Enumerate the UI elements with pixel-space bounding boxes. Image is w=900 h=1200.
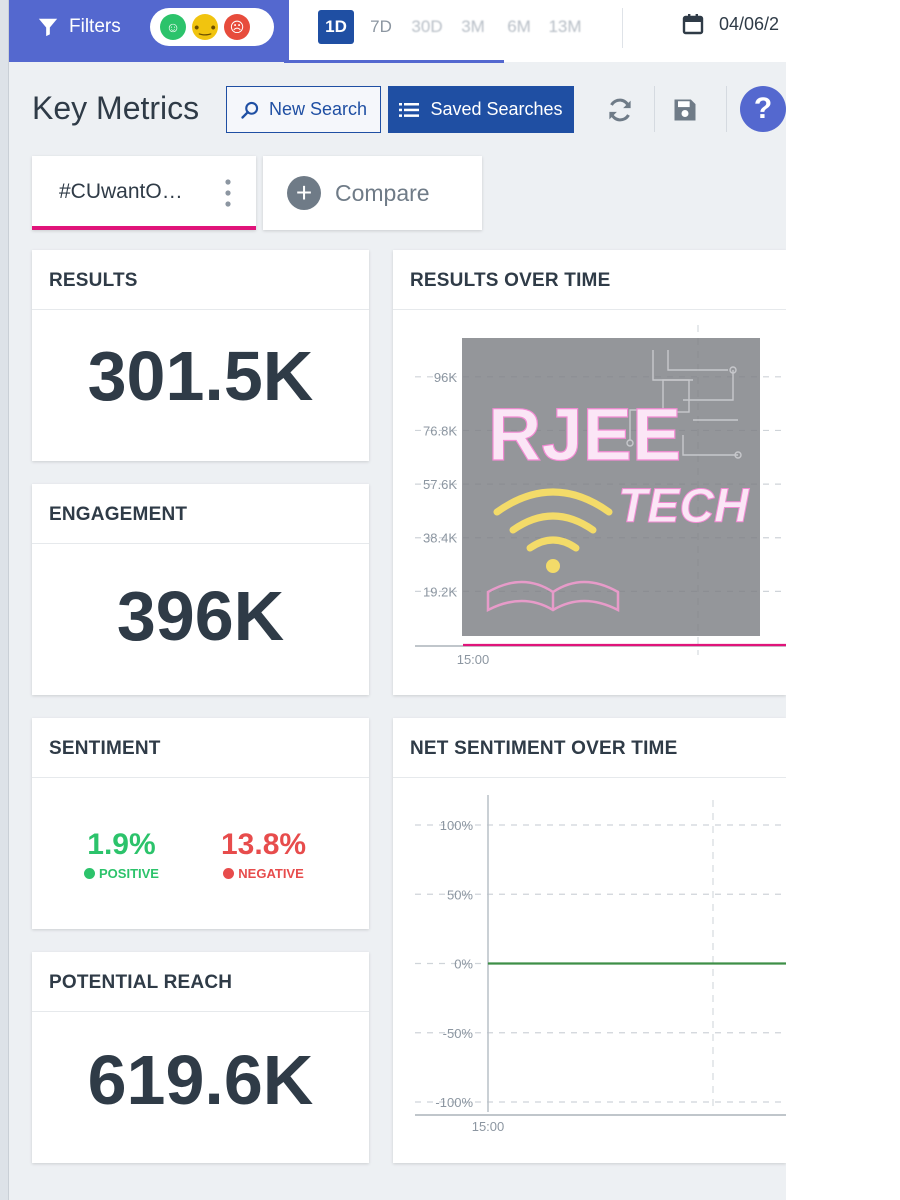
filters-area: Filters ☺ •‿• ☹ (9, 0, 289, 62)
top-bar: Filters ☺ •‿• ☹ 1D 7D 30D 3M 6M 13M (9, 0, 786, 63)
range-tab-13m[interactable]: 13M (548, 17, 582, 36)
help-button[interactable]: ? (740, 86, 786, 132)
positive-value: 1.9% (87, 828, 156, 861)
range-underline (284, 60, 504, 63)
results-over-time-chart: 96K 76.8K 57.6K 38.4K 19.2K 15:00 RJEE TECH (415, 325, 786, 667)
negative-face-icon (223, 868, 235, 879)
query-tab-label: #CUwantO… (59, 180, 183, 203)
y-tick-label: 100% (440, 818, 474, 833)
save-icon (674, 99, 696, 121)
card-title: RESULTS (32, 250, 369, 310)
x-tick-label: 15:00 (457, 652, 490, 667)
compare-button[interactable]: + Compare (263, 156, 482, 230)
negative-face-icon[interactable]: ☹ (224, 14, 250, 40)
range-tab-1d[interactable]: 1D (318, 10, 354, 44)
net-sentiment-over-time-card: NET SENTIMENT OVER TIME 100% 50% 0% -50% -10… (393, 718, 786, 1163)
y-tick-label: 19.2K (423, 584, 457, 599)
watermark-text-line1: RJEE (488, 393, 681, 476)
positive-sentiment: 1.9% POSITIVE (84, 828, 159, 881)
y-tick-label: 50% (447, 887, 473, 902)
page-title: Key Metrics (32, 90, 200, 126)
range-tab-30d[interactable]: 30D (411, 17, 443, 36)
add-circle-icon: + (287, 176, 321, 210)
filters-button[interactable]: Filters (37, 12, 121, 42)
potential-reach-value: 619.6K (87, 1041, 314, 1119)
results-card: RESULTS 301.5K (32, 250, 369, 461)
negative-sentiment: 13.8% NEGATIVE (221, 828, 306, 881)
active-tab-underline (32, 226, 256, 230)
sentiment-filter-pill[interactable]: ☺ •‿• ☹ (150, 8, 274, 46)
negative-value: 13.8% (221, 828, 307, 861)
y-tick-label: 57.6K (423, 477, 457, 492)
range-tab-3m[interactable]: 3M (461, 17, 485, 36)
range-tab-7d[interactable]: 7D (370, 17, 392, 36)
date-text: 04/06/2 (719, 13, 780, 34)
positive-label-row: POSITIVE (84, 866, 159, 881)
left-sidebar-edge (0, 0, 9, 1200)
card-title: RESULTS OVER TIME (393, 250, 786, 310)
question-mark-icon: ? (753, 92, 773, 125)
y-tick-label: 0% (454, 957, 473, 972)
results-over-time-card: RESULTS OVER TIME 96K 76.8K 57.6K 38.4K 19.2… (393, 250, 786, 695)
more-vertical-icon[interactable] (222, 178, 234, 208)
watermark-text-line2: TECH (618, 480, 750, 533)
range-tab-6m[interactable]: 6M (507, 17, 531, 36)
y-tick-label: 76.8K (423, 423, 457, 438)
rjee-tech-watermark: RJEE TECH (462, 338, 760, 636)
header-divider (654, 86, 655, 132)
potential-reach-card: POTENTIAL REACH 619.6K (32, 952, 369, 1163)
new-search-button[interactable]: New Search (226, 86, 381, 133)
results-value: 301.5K (87, 337, 314, 415)
neutral-face-icon[interactable]: •‿• (192, 14, 218, 40)
refresh-button[interactable] (600, 90, 640, 130)
filter-icon (38, 18, 58, 37)
engagement-value: 396K (116, 577, 285, 655)
top-divider (622, 8, 623, 48)
negative-label: NEGATIVE (238, 866, 304, 881)
date-picker[interactable]: 04/06/2 (681, 12, 779, 36)
card-title: POTENTIAL REACH (32, 952, 369, 1012)
card-title: ENGAGEMENT (32, 484, 369, 544)
compare-label: Compare (335, 179, 430, 206)
y-tick-label: -100% (435, 1095, 473, 1110)
list-icon (399, 102, 420, 117)
saved-searches-button[interactable]: Saved Searches (388, 86, 574, 133)
y-tick-label: 96K (434, 370, 457, 385)
header-divider (726, 86, 727, 132)
calendar-icon (682, 14, 704, 35)
positive-face-icon[interactable]: ☺ (160, 14, 186, 40)
card-title: SENTIMENT (32, 718, 369, 778)
x-tick-label: 15:00 (472, 1119, 505, 1134)
save-button[interactable] (665, 90, 705, 130)
positive-label: POSITIVE (99, 866, 159, 881)
query-tab[interactable]: #CUwantO… (32, 156, 256, 230)
y-tick-label: 38.4K (423, 531, 457, 546)
card-title: NET SENTIMENT OVER TIME (393, 718, 786, 778)
saved-searches-label: Saved Searches (430, 99, 563, 119)
date-range-selector: 1D 7D 30D 3M 6M 13M (294, 0, 786, 62)
refresh-icon (609, 98, 631, 122)
search-icon (241, 101, 259, 119)
filters-label: Filters (69, 16, 121, 37)
range-tabs: 1D 7D 30D 3M 6M 13M (318, 10, 588, 44)
y-tick-label: -50% (443, 1026, 474, 1041)
negative-label-row: NEGATIVE (221, 866, 306, 881)
app-window: Filters ☺ •‿• ☹ 1D 7D 30D 3M 6M 13M (0, 0, 786, 1200)
engagement-card: ENGAGEMENT 396K (32, 484, 369, 695)
sentiment-card: SENTIMENT 1.9% POSITIVE 13.8% NEGATIVE (32, 718, 369, 929)
positive-face-icon (84, 868, 95, 879)
net-sentiment-over-time-chart: 100% 50% 0% -50% -100% 15:00 (415, 795, 786, 1134)
new-search-label: New Search (268, 99, 368, 119)
